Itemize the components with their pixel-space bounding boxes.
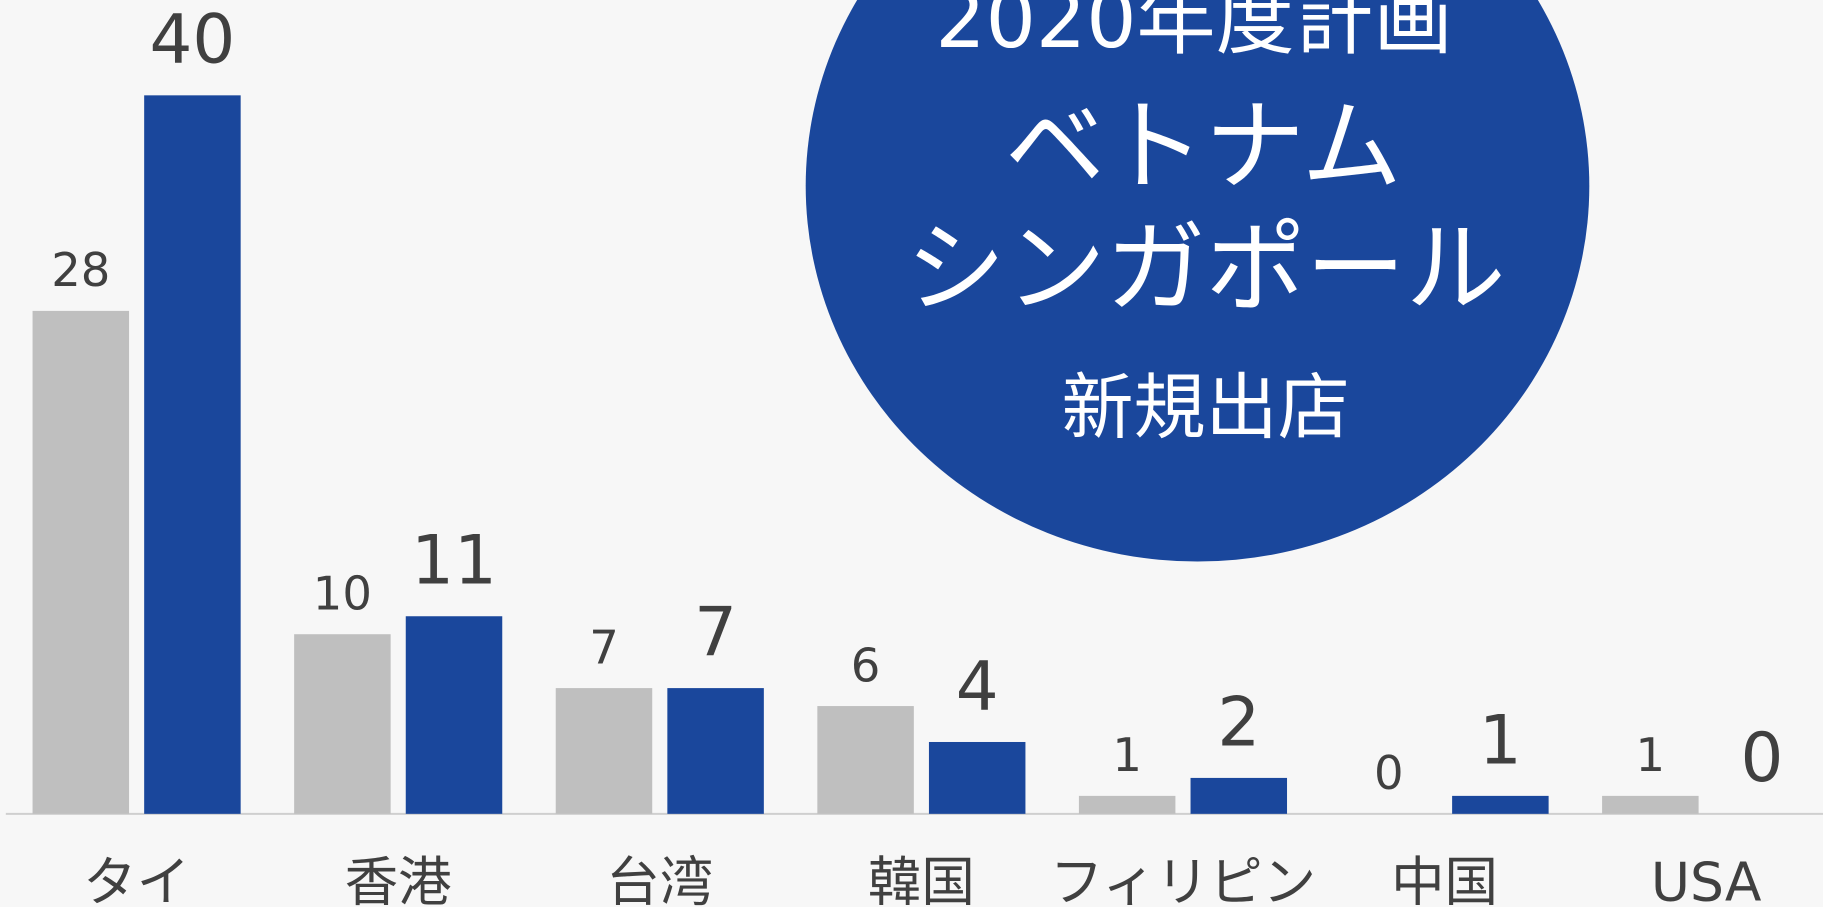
bar	[1602, 795, 1699, 814]
value-label: 11	[411, 521, 497, 600]
value-label: 40	[150, 0, 236, 79]
bar	[928, 741, 1026, 814]
annotation: 2020年度計画	[935, 0, 1452, 66]
x-tick-label: 香港	[345, 851, 452, 907]
value-label: 7	[589, 620, 619, 674]
callout-circle	[805, 0, 1590, 562]
value-label: 1	[1636, 728, 1666, 782]
value-label: 6	[851, 638, 881, 692]
x-tick-label: USA	[1651, 851, 1762, 907]
value-label: 1	[1112, 728, 1142, 782]
bar	[817, 706, 914, 814]
x-tick-label: フィリピン	[1050, 851, 1316, 907]
x-tick-label: 韓国	[868, 851, 975, 907]
annotation: 新規出店	[1061, 366, 1349, 450]
bar	[1190, 777, 1288, 814]
value-label: 2	[1217, 682, 1260, 761]
annotation: ベトナム	[1005, 88, 1402, 205]
value-label: 0	[1374, 746, 1404, 800]
value-label: 10	[313, 567, 372, 621]
bar	[555, 688, 653, 814]
annotation: シンガポール	[906, 210, 1506, 327]
value-label: 0	[1741, 718, 1784, 797]
value-label: 7	[694, 592, 737, 671]
value-label: 28	[51, 243, 110, 297]
x-tick-label: 中国	[1391, 851, 1498, 907]
value-label: 4	[956, 646, 999, 725]
x-tick-label: タイ	[83, 851, 190, 907]
bar	[405, 616, 503, 814]
x-tick-label: 台湾	[606, 851, 713, 907]
bar	[667, 688, 764, 814]
value-label: 1	[1479, 700, 1522, 779]
bar	[1078, 795, 1176, 814]
bar	[144, 95, 241, 814]
bar	[32, 310, 130, 814]
bar	[1452, 795, 1549, 814]
bar	[294, 634, 391, 814]
